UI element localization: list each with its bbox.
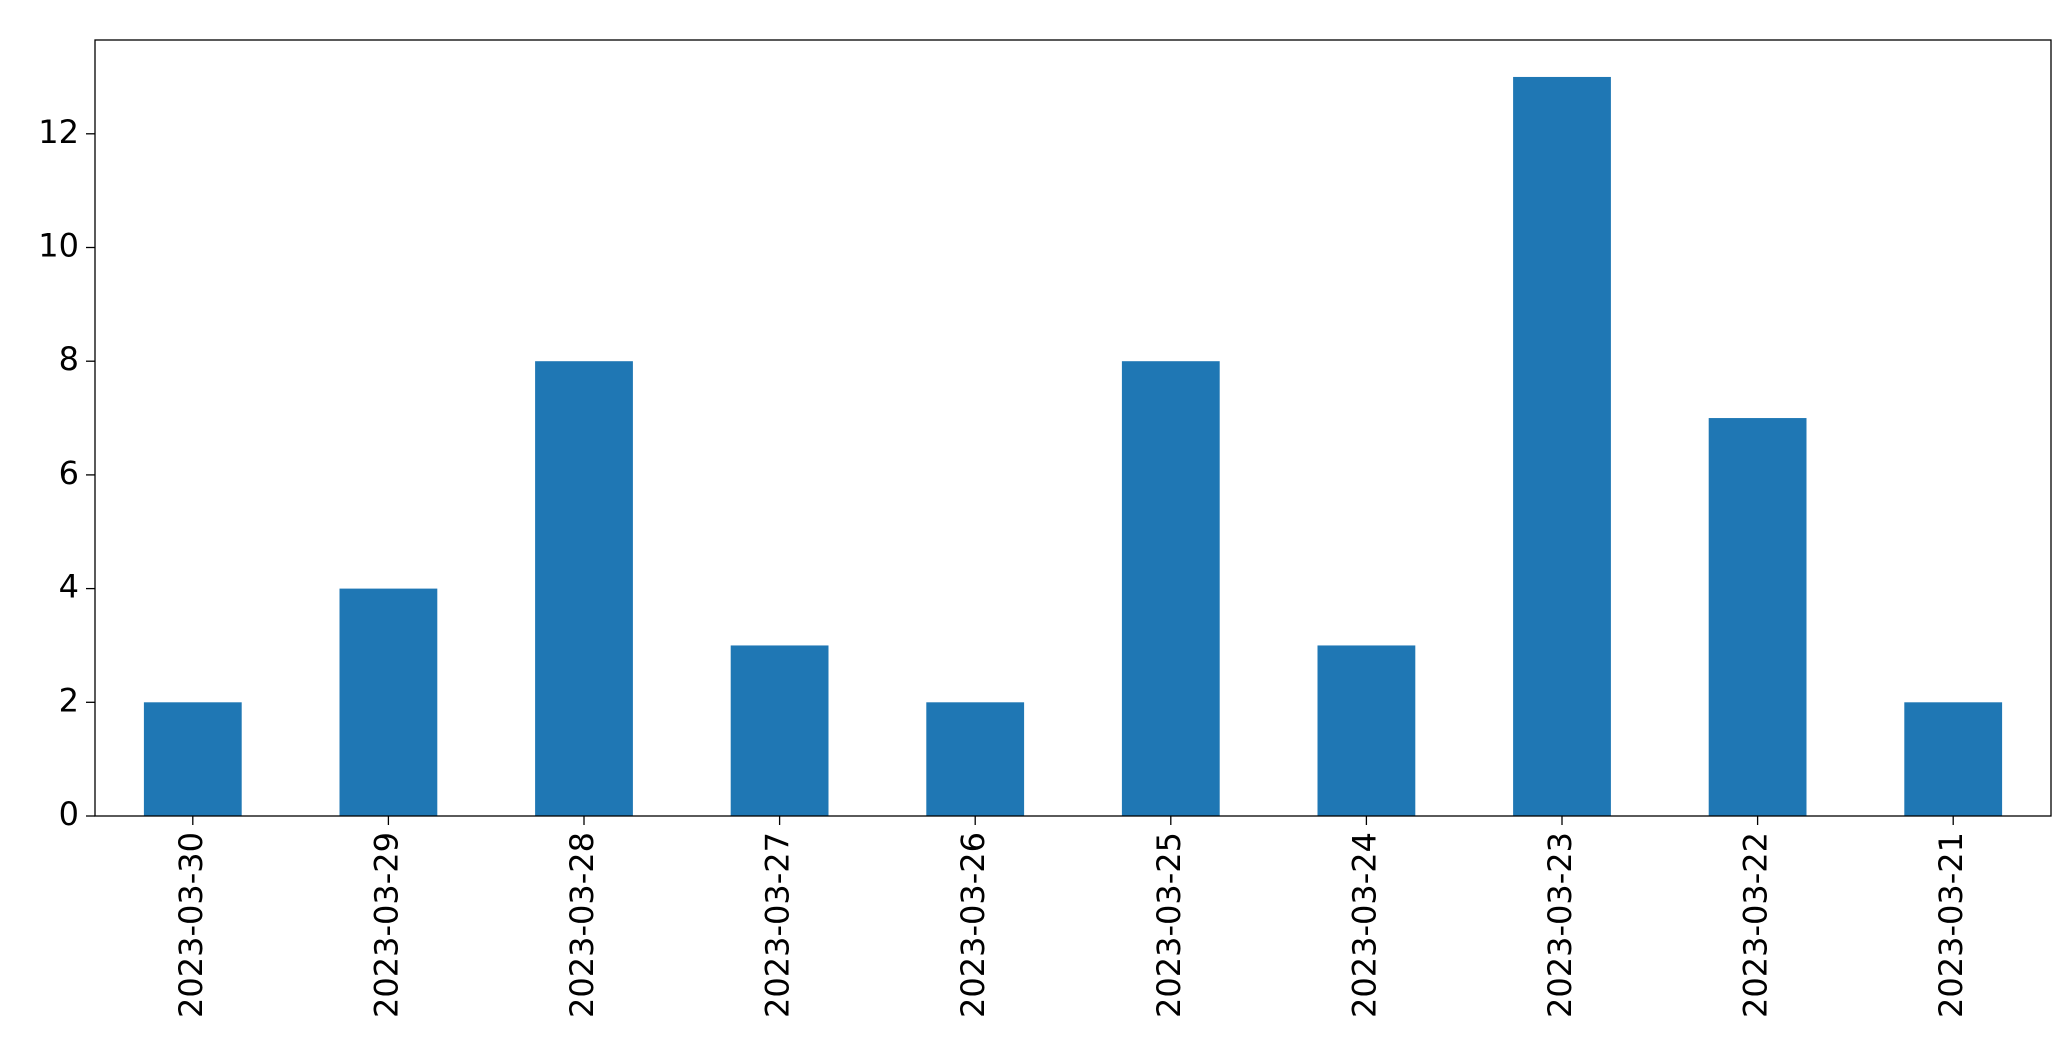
bar [339, 588, 438, 816]
bar [535, 361, 633, 816]
y-tick-label: 6 [59, 454, 79, 492]
y-tick-label: 12 [38, 113, 79, 151]
bar [730, 645, 829, 816]
x-tick-label: 2023-03-27 [759, 832, 797, 1018]
y-tick-label: 4 [59, 568, 79, 606]
x-tick-label: 2023-03-23 [1541, 832, 1579, 1018]
bar [1317, 645, 1416, 816]
bar [1904, 702, 2003, 816]
bar [926, 702, 1025, 816]
x-tick-label: 2023-03-25 [1150, 832, 1188, 1018]
y-tick-label: 8 [59, 340, 79, 378]
axes-frame [94, 39, 2052, 817]
x-tick-label: 2023-03-22 [1737, 832, 1775, 1018]
x-tick-label: 2023-03-28 [563, 832, 601, 1018]
y-tick-label: 2 [59, 681, 79, 719]
bar [1513, 76, 1611, 816]
x-tick-label: 2023-03-30 [172, 832, 210, 1018]
x-tick-label: 2023-03-26 [954, 832, 992, 1018]
bar [1708, 418, 1807, 816]
x-tick-label: 2023-03-29 [367, 832, 405, 1018]
x-tick-label: 2023-03-24 [1345, 832, 1383, 1018]
bar [1121, 361, 1220, 816]
x-tick-label: 2023-03-21 [1932, 832, 1970, 1018]
y-tick-label: 10 [38, 227, 79, 265]
y-tick-label: 0 [59, 795, 79, 833]
bar [143, 702, 242, 816]
